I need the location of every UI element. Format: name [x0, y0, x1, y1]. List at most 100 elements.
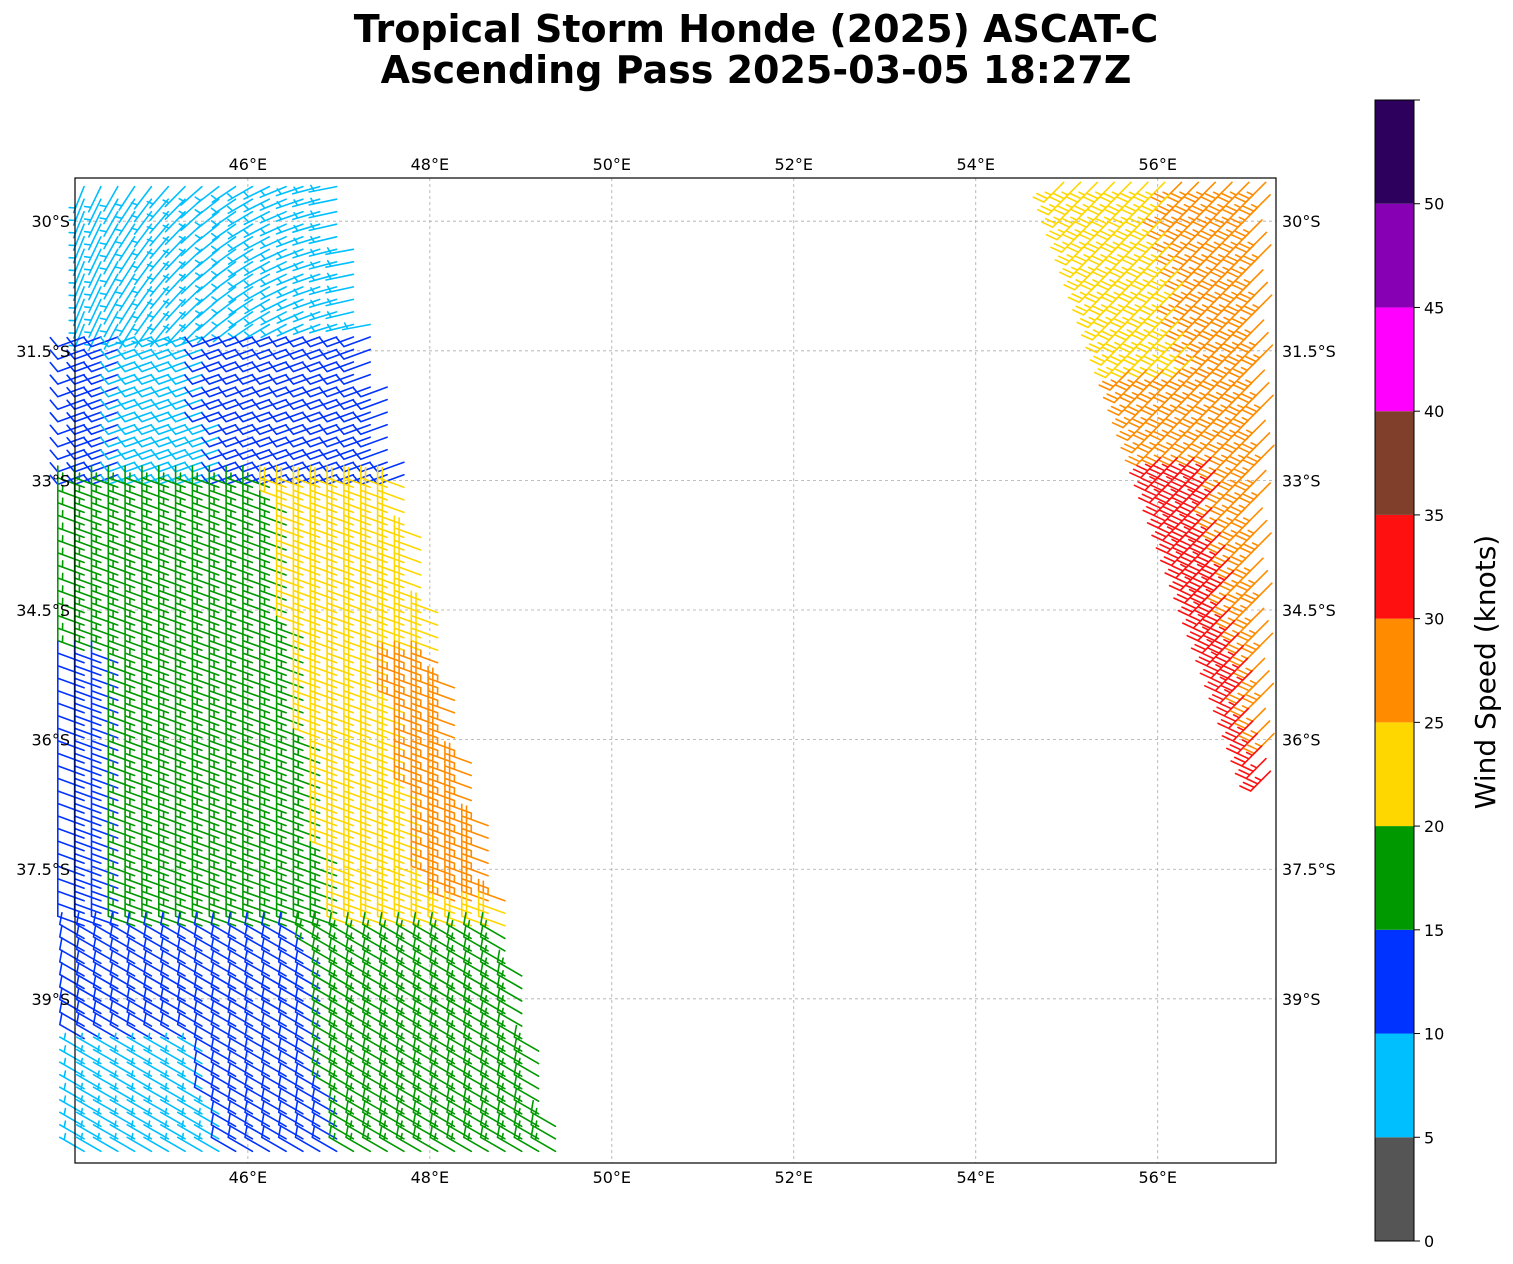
wind-barb [1190, 632, 1223, 654]
wind-barb [126, 937, 153, 965]
wind-barb [393, 640, 422, 664]
wind-barb [294, 912, 321, 940]
wind-barb [376, 477, 405, 501]
wind-barb [259, 236, 287, 250]
wind-barb [308, 273, 338, 283]
wind-barb [1231, 269, 1264, 291]
wind-barb [410, 665, 439, 689]
wind-barb [427, 715, 456, 739]
wind-barb [1219, 331, 1252, 354]
wind-barb [1164, 269, 1197, 291]
wind-barb [1214, 557, 1247, 579]
wind-barb [1230, 219, 1263, 241]
wind-barb [463, 937, 489, 965]
wind-barb [335, 336, 371, 348]
wind-barb [143, 1032, 170, 1052]
wind-barb [176, 937, 203, 965]
wind-barb [176, 1057, 203, 1077]
wind-barb [1149, 369, 1181, 391]
wind-barb [463, 1074, 489, 1102]
wind-barb [376, 678, 405, 702]
wind-barb [1076, 306, 1109, 329]
wind-barb [261, 962, 287, 990]
wind-barb [393, 715, 422, 739]
wind-barb [178, 261, 203, 282]
wind-barb [193, 962, 220, 990]
wind-barb [1187, 382, 1219, 404]
wind-barb [1144, 356, 1177, 379]
wind-barb [115, 311, 136, 337]
wind-barb [227, 1062, 254, 1090]
wind-barb [109, 912, 136, 940]
wind-barb [1217, 707, 1250, 730]
wind-barb [446, 1062, 472, 1090]
wind-barb [275, 236, 304, 248]
wind-barb [126, 962, 153, 990]
wind-barb [1184, 519, 1217, 542]
wind-barb [99, 210, 119, 237]
wind-barb [1198, 557, 1231, 579]
wind-barb [1172, 244, 1205, 266]
wind-barb [277, 987, 304, 1015]
wind-barb [1238, 720, 1271, 742]
wind-barb [461, 903, 489, 927]
wind-barb [378, 1112, 405, 1140]
wind-barb [395, 924, 422, 952]
wind-barb [1131, 319, 1164, 341]
wind-barb [1151, 519, 1184, 542]
wind-barb [1121, 244, 1154, 266]
wind-barb [352, 436, 388, 448]
wind-barb [1167, 469, 1200, 492]
wind-barb [335, 373, 371, 385]
wind-barb [395, 974, 422, 1002]
wind-barb [59, 937, 85, 965]
wind-barb [277, 949, 304, 977]
wind-barb [328, 949, 355, 977]
wind-barb [243, 236, 271, 251]
wind-barb [446, 937, 472, 965]
wind-barb [1183, 419, 1216, 441]
wind-barb [477, 891, 506, 915]
wind-barb [178, 236, 203, 257]
wind-barb [160, 924, 186, 952]
wind-barb [444, 816, 472, 839]
wind-barb [345, 1012, 371, 1040]
lat-tick-label-left: 33°S [31, 471, 70, 490]
wind-barb [1190, 344, 1223, 366]
wind-barb [1080, 319, 1113, 341]
wind-barb [378, 1087, 405, 1115]
wind-barb [311, 1087, 338, 1115]
colorbar-segment [1375, 722, 1414, 827]
wind-barb [328, 1100, 355, 1128]
wind-barb [126, 1012, 153, 1040]
wind-barb [412, 1074, 439, 1102]
wind-barb [1228, 595, 1261, 617]
colorbar-segment [1375, 514, 1414, 619]
wind-barb [143, 1107, 170, 1128]
wind-barb [210, 210, 237, 229]
wind-barb [530, 1112, 557, 1140]
wind-barb [362, 974, 388, 1002]
wind-barb [311, 912, 338, 940]
wind-barb [1190, 582, 1223, 604]
wind-barb [446, 1049, 472, 1077]
wind-barb [99, 261, 119, 288]
wind-barb [1182, 607, 1214, 629]
wind-barb [131, 248, 153, 273]
wind-barb [1198, 319, 1231, 341]
wind-barb [328, 987, 355, 1015]
colorbar-segment [1375, 1033, 1414, 1138]
wind-barb [362, 962, 388, 990]
wind-barb [160, 962, 186, 990]
wind-barb [57, 841, 85, 864]
wind-barb [227, 236, 254, 253]
wind-barb [362, 912, 388, 940]
wind-barb [292, 298, 321, 310]
wind-barb [178, 223, 203, 244]
wind-barb [1071, 244, 1104, 266]
wind-barb [1080, 269, 1113, 291]
wind-barb [1154, 194, 1187, 216]
wind-barb [395, 937, 422, 965]
wind-barb [1102, 331, 1135, 354]
wind-barb [227, 987, 254, 1015]
